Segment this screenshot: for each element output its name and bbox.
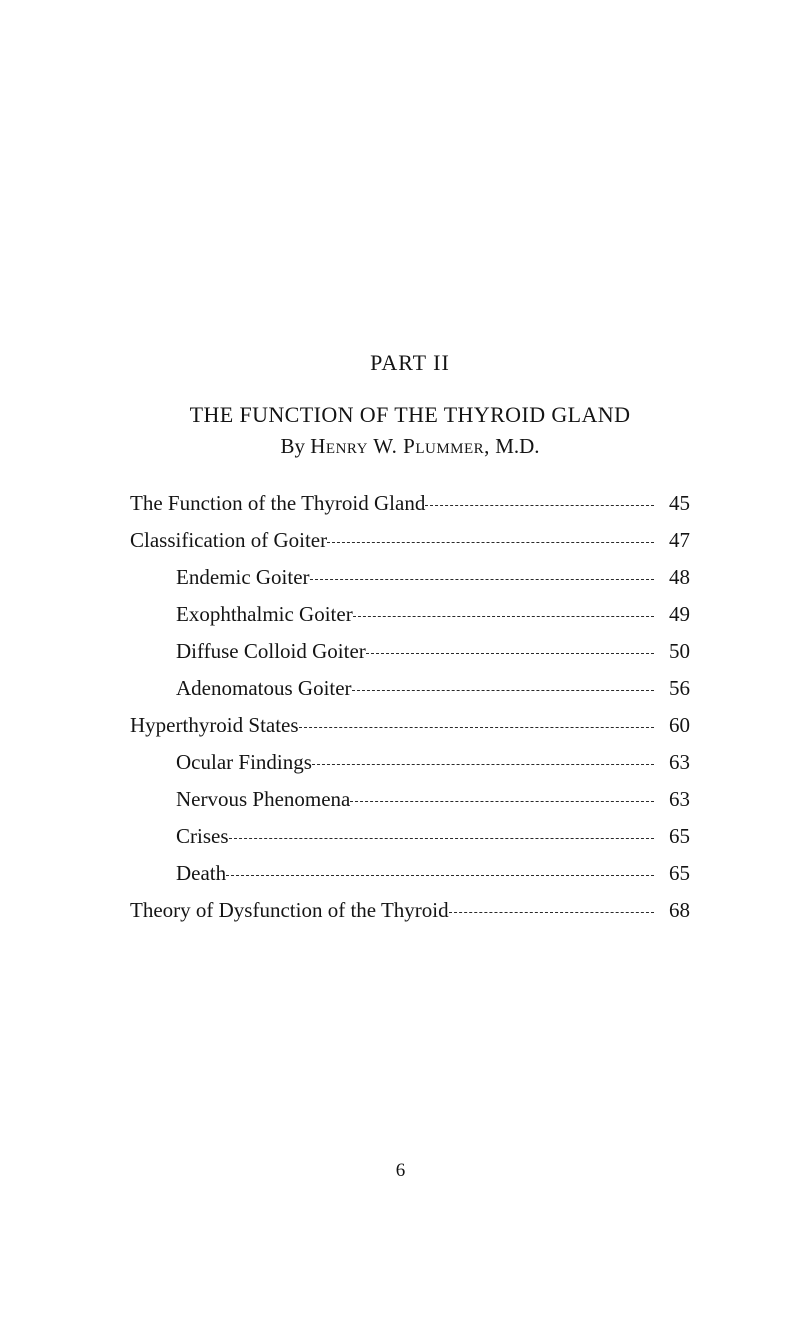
toc-label: Classification of Goiter xyxy=(130,530,327,551)
toc-label: Diffuse Colloid Goiter xyxy=(176,641,366,662)
toc-leader xyxy=(353,616,654,617)
page-number: 6 xyxy=(0,1160,801,1182)
toc-label: Nervous Phenomena xyxy=(176,789,350,810)
toc-row: Crises 65 xyxy=(130,826,690,847)
toc-label: The Function of the Thyroid Gland xyxy=(130,493,425,514)
toc-page: 65 xyxy=(656,826,690,847)
toc-page: 48 xyxy=(656,567,690,588)
title-block: THE FUNCTION OF THE THYROID GLAND By Hen… xyxy=(130,402,690,459)
toc-leader xyxy=(366,653,654,654)
toc-leader xyxy=(350,801,654,802)
toc-leader xyxy=(327,542,654,543)
toc-row: Adenomatous Goiter 56 xyxy=(130,678,690,699)
toc-label: Hyperthyroid States xyxy=(130,715,299,736)
toc-label: Crises xyxy=(176,826,229,847)
toc-label: Endemic Goiter xyxy=(176,567,310,588)
toc-label: Death xyxy=(176,863,226,884)
part-heading: PART II xyxy=(130,350,690,376)
toc-leader xyxy=(425,505,654,506)
toc-row: Diffuse Colloid Goiter 50 xyxy=(130,641,690,662)
toc-page: 56 xyxy=(656,678,690,699)
toc-leader xyxy=(312,764,654,765)
toc-leader xyxy=(226,875,654,876)
toc-row: Classification of Goiter 47 xyxy=(130,530,690,551)
toc-leader xyxy=(352,690,654,691)
toc-row: Ocular Findings 63 xyxy=(130,752,690,773)
byline-name: Henry W. Plummer, xyxy=(310,434,490,458)
toc-page: 60 xyxy=(656,715,690,736)
toc-row: Nervous Phenomena 63 xyxy=(130,789,690,810)
table-of-contents: The Function of the Thyroid Gland 45 Class… xyxy=(130,493,690,921)
byline: By Henry W. Plummer, M.D. xyxy=(130,434,690,459)
toc-page: 63 xyxy=(656,752,690,773)
toc-label: Exophthalmic Goiter xyxy=(176,604,353,625)
toc-label: Ocular Findings xyxy=(176,752,312,773)
toc-row: The Function of the Thyroid Gland 45 xyxy=(130,493,690,514)
toc-row: Endemic Goiter 48 xyxy=(130,567,690,588)
main-title: THE FUNCTION OF THE THYROID GLAND xyxy=(130,402,690,428)
toc-page: 47 xyxy=(656,530,690,551)
toc-row: Exophthalmic Goiter 49 xyxy=(130,604,690,625)
byline-suffix: M.D. xyxy=(490,434,540,458)
toc-leader xyxy=(229,838,655,839)
toc-leader xyxy=(449,912,654,913)
page-content: PART II THE FUNCTION OF THE THYROID GLAN… xyxy=(130,350,690,937)
toc-row: Hyperthyroid States 60 xyxy=(130,715,690,736)
byline-prefix: By xyxy=(280,434,310,458)
toc-page: 63 xyxy=(656,789,690,810)
toc-leader xyxy=(299,727,654,728)
toc-page: 68 xyxy=(656,900,690,921)
toc-row: Death 65 xyxy=(130,863,690,884)
toc-page: 45 xyxy=(656,493,690,514)
toc-page: 50 xyxy=(656,641,690,662)
toc-label: Theory of Dysfunction of the Thyroid xyxy=(130,900,449,921)
toc-page: 65 xyxy=(656,863,690,884)
toc-row: Theory of Dysfunction of the Thyroid 68 xyxy=(130,900,690,921)
toc-label: Adenomatous Goiter xyxy=(176,678,352,699)
toc-page: 49 xyxy=(656,604,690,625)
toc-leader xyxy=(310,579,654,580)
